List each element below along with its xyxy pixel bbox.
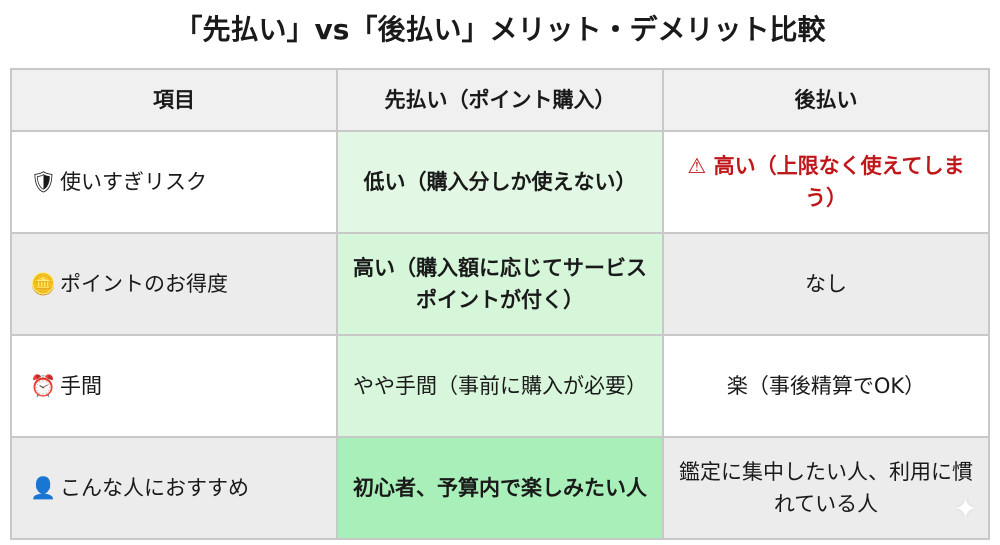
row-label: 使いすぎリスク bbox=[60, 170, 207, 194]
row-label: こんな人におすすめ bbox=[60, 476, 249, 500]
warning-icon: ⚠ bbox=[687, 154, 707, 178]
table-row: ⏰ 手間 やや手間（事前に購入が必要） 楽（事後精算でOK） bbox=[10, 334, 990, 438]
person-icon: 👤 bbox=[30, 476, 57, 500]
row-label: 手間 bbox=[60, 374, 102, 398]
prepay-cell: やや手間（事前に購入が必要） bbox=[336, 334, 664, 438]
prepay-cell: 低い（購入分しか使えない） bbox=[336, 130, 664, 234]
comparison-table: 項目 先払い（ポイント購入） 後払い 🛡 使いすぎリスク 低い（購入分しか使えない… bbox=[10, 68, 990, 540]
postpay-cell: なし bbox=[662, 232, 990, 336]
table-row: 🛡 使いすぎリスク 低い（購入分しか使えない） ⚠ 高い（上限なく使えてしまう） bbox=[10, 130, 990, 234]
coins-icon: 🪙 bbox=[30, 272, 57, 296]
table-row: 👤 こんな人におすすめ 初心者、予算内で楽しみたい人 鑑定に集中したい人、利用に慣… bbox=[10, 436, 990, 540]
alarm-clock-icon: ⏰ bbox=[30, 374, 57, 398]
row-label: ポイントのお得度 bbox=[60, 272, 228, 296]
shield-icon: 🛡 bbox=[30, 170, 57, 194]
prepay-cell: 初心者、予算内で楽しみたい人 bbox=[336, 436, 664, 540]
header-item: 項目 bbox=[10, 68, 338, 132]
sparkle-icon: ✦ bbox=[952, 492, 978, 527]
postpay-cell: 楽（事後精算でOK） bbox=[662, 334, 990, 438]
prepay-cell: 高い（購入額に応じてサービスポイントが付く） bbox=[336, 232, 664, 336]
table-row: 🪙 ポイントのお得度 高い（購入額に応じてサービスポイントが付く） なし bbox=[10, 232, 990, 336]
header-postpay: 後払い bbox=[662, 68, 990, 132]
postpay-cell: 高い（上限なく使えてしまう） bbox=[713, 154, 965, 210]
table-header-row: 項目 先払い（ポイント購入） 後払い bbox=[10, 68, 990, 132]
postpay-cell: 鑑定に集中したい人、利用に慣れている人 bbox=[662, 436, 990, 540]
page-title: 「先払い」vs「後払い」メリット・デメリット比較 bbox=[174, 13, 826, 46]
header-prepay: 先払い（ポイント購入） bbox=[336, 68, 664, 132]
